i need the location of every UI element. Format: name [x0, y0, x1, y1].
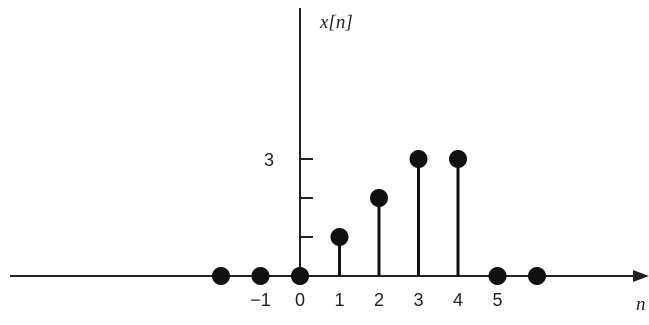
y-tick-labels: 3	[264, 150, 274, 170]
x-axis-arrow-icon	[633, 270, 649, 282]
stem-sample	[212, 267, 230, 285]
x-tick-label: 5	[492, 290, 502, 310]
stem-sample	[528, 267, 546, 285]
stems	[212, 150, 546, 285]
axes	[10, 8, 649, 282]
stem-marker	[488, 267, 507, 285]
x-axis-label: n	[636, 294, 646, 315]
stem-marker	[370, 189, 388, 207]
stem-sample	[409, 150, 428, 276]
stem-marker	[409, 150, 428, 168]
x-tick-label: 2	[374, 290, 384, 310]
y-axis-label: x[n]	[319, 12, 353, 33]
y-tick-label: 3	[264, 150, 274, 170]
x-tick-label: 0	[295, 290, 305, 310]
stem-marker	[528, 267, 546, 285]
stem-marker	[291, 267, 309, 285]
stem-marker	[330, 228, 349, 246]
stem-sample	[488, 267, 507, 285]
stem-marker	[449, 150, 467, 168]
stem-sample	[251, 267, 270, 285]
x-tick-label: 1	[334, 290, 344, 310]
stem-sample	[370, 189, 388, 276]
stem-marker	[212, 267, 230, 285]
x-tick-labels: −1 0 1 2 3 4 5	[250, 290, 502, 310]
x-tick-label: −1	[250, 290, 271, 310]
y-ticks	[300, 158, 313, 238]
x-tick-label: 4	[453, 290, 463, 310]
stem-marker	[251, 267, 270, 285]
stem-sample	[449, 150, 467, 276]
stem-sample	[330, 228, 349, 276]
x-tick-label: 3	[413, 290, 423, 310]
stem-sample	[291, 267, 309, 285]
